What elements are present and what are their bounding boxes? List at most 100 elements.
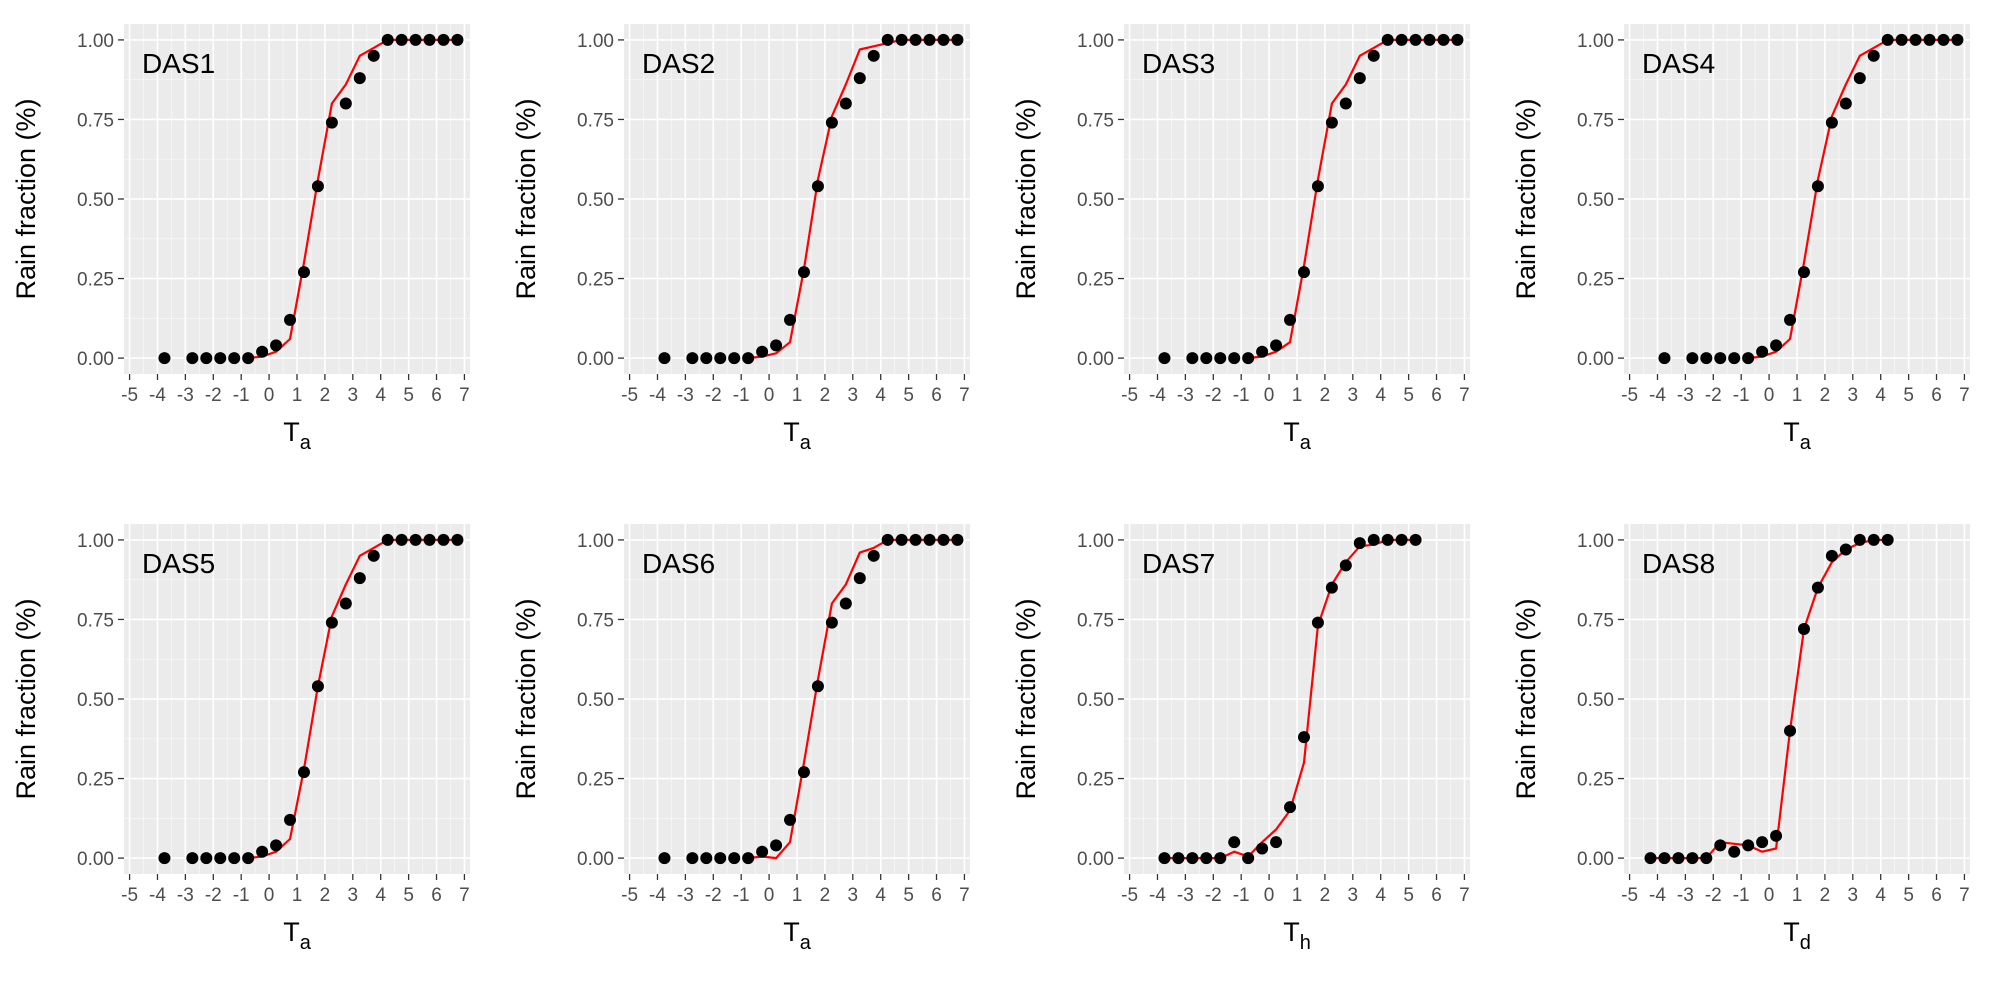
x-tick-label: 0 — [1764, 385, 1775, 406]
x-tick-label: 3 — [1848, 385, 1859, 406]
fit-line — [748, 38, 958, 360]
data-point — [895, 533, 908, 546]
data-point — [1353, 537, 1366, 550]
data-point — [1923, 33, 1936, 46]
x-tick-label: 4 — [875, 385, 886, 406]
data-point — [853, 72, 866, 85]
data-point — [825, 616, 838, 629]
panel-das3: 0.00 0.25 0.50 0.75 1.00 -5 -4 -3 -2 -1 0 1 2 3 4 5 6 7 DA… — [1011, 24, 1470, 454]
fit-line — [248, 38, 458, 360]
data-point — [937, 33, 950, 46]
x-tick-label: 0 — [764, 385, 775, 406]
x-tick-label: 5 — [1903, 885, 1914, 906]
data-point — [1367, 49, 1380, 62]
data-point — [311, 180, 324, 193]
y-tick-label: 0.25 — [1077, 270, 1114, 291]
data-point — [686, 852, 699, 865]
data-point — [1270, 339, 1283, 352]
x-tick-label: 3 — [348, 385, 359, 406]
x-tick-label: -2 — [1705, 885, 1722, 906]
data-point — [658, 852, 671, 865]
y-tick-label: 0.75 — [1077, 610, 1114, 631]
x-tick-label: -2 — [1205, 885, 1222, 906]
x-axis-title-subscript: a — [1300, 432, 1312, 454]
x-axis-title-main: T — [1283, 917, 1300, 947]
y-tick-label: 0.50 — [77, 190, 114, 211]
x-tick-label: 5 — [903, 385, 914, 406]
y-tick-label: 0.50 — [577, 690, 614, 711]
data-point — [909, 33, 922, 46]
data-point — [658, 352, 671, 365]
data-point — [311, 680, 324, 693]
x-axis-title: Ta — [1283, 417, 1312, 454]
x-tick-label: -2 — [1205, 385, 1222, 406]
y-tick-label: 0.00 — [1077, 849, 1114, 870]
y-tick-label: 0.00 — [577, 349, 614, 370]
x-tick-label: 2 — [1820, 385, 1831, 406]
y-axis-title: Rain fraction (%) — [1011, 598, 1041, 799]
panel-das4: 0.00 0.25 0.50 0.75 1.00 -5 -4 -3 -2 -1 0 1 2 3 4 5 6 7 DA… — [1511, 24, 1970, 454]
x-tick-label: 1 — [792, 385, 803, 406]
data-point — [1784, 313, 1797, 326]
x-tick-label: -4 — [149, 885, 166, 906]
x-tick-label: 5 — [403, 885, 414, 906]
data-point — [242, 852, 255, 865]
x-tick-label: 6 — [431, 885, 442, 906]
data-point — [811, 180, 824, 193]
data-point — [158, 852, 171, 865]
data-point — [242, 352, 255, 365]
x-tick-label: 1 — [792, 885, 803, 906]
panel-label: DAS6 — [642, 548, 715, 579]
data-point — [1200, 852, 1213, 865]
x-axis-title-main: T — [1283, 417, 1300, 447]
data-point — [1881, 33, 1894, 46]
data-point — [256, 345, 269, 358]
x-tick-label: 1 — [1792, 385, 1803, 406]
data-point — [1339, 97, 1352, 110]
x-tick-label: 7 — [959, 885, 970, 906]
x-tick-label: -4 — [1149, 385, 1166, 406]
data-point — [1395, 533, 1408, 546]
data-point — [867, 549, 880, 562]
data-point — [951, 33, 964, 46]
y-tick-label: 1.00 — [1077, 31, 1114, 52]
y-tick-label: 0.75 — [1577, 610, 1614, 631]
data-point — [1700, 352, 1713, 365]
data-point — [728, 852, 741, 865]
x-tick-label: -5 — [121, 385, 138, 406]
data-point — [284, 313, 297, 326]
fit-line — [1748, 38, 1958, 360]
data-point — [867, 49, 880, 62]
data-point — [437, 33, 450, 46]
data-point — [839, 597, 852, 610]
x-tick-label: 4 — [875, 885, 886, 906]
x-tick-label: 4 — [375, 385, 386, 406]
x-tick-label: 5 — [1903, 385, 1914, 406]
data-point — [797, 766, 810, 779]
x-axis-title-main: T — [783, 917, 800, 947]
x-tick-label: 7 — [1459, 885, 1470, 906]
y-tick-label: 0.75 — [577, 110, 614, 131]
data-point — [770, 339, 783, 352]
data-point — [714, 852, 727, 865]
data-point — [825, 116, 838, 129]
x-tick-label: -3 — [1177, 885, 1194, 906]
data-point — [923, 533, 936, 546]
data-point — [937, 533, 950, 546]
x-tick-label: 0 — [1764, 885, 1775, 906]
y-tick-label: 1.00 — [1577, 531, 1614, 552]
data-point — [1756, 836, 1769, 849]
y-tick-label: 0.00 — [577, 849, 614, 870]
data-point — [1311, 616, 1324, 629]
data-point — [1172, 852, 1185, 865]
data-point — [353, 72, 366, 85]
data-point — [1423, 33, 1436, 46]
x-axis-title-main: T — [1783, 417, 1800, 447]
x-tick-label: -4 — [149, 385, 166, 406]
x-axis-title: Ta — [283, 917, 312, 954]
panel-label: DAS8 — [1642, 548, 1715, 579]
x-tick-label: -4 — [1649, 885, 1666, 906]
data-point — [1256, 842, 1269, 855]
y-tick-label: 1.00 — [577, 31, 614, 52]
data-point — [325, 116, 338, 129]
